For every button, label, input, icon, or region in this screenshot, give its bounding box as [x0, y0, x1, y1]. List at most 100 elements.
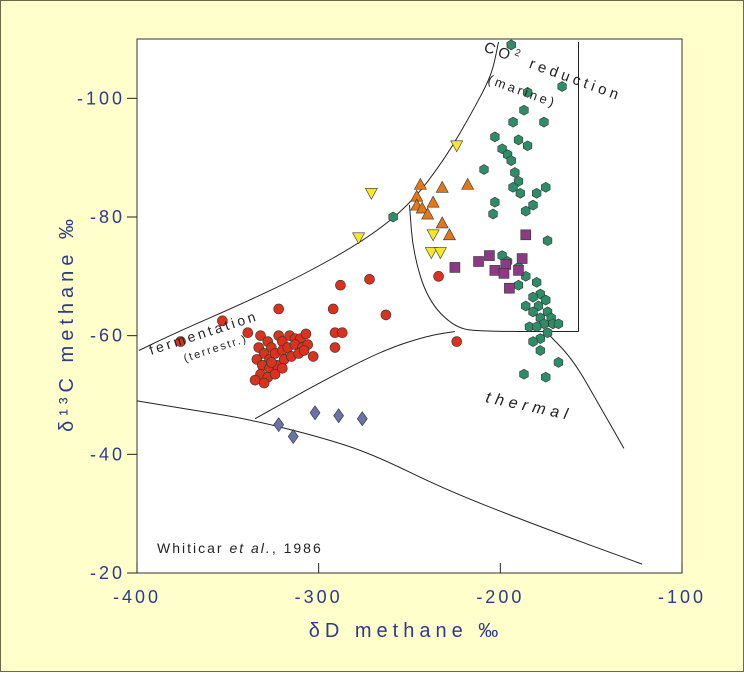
green-circle-point	[506, 155, 516, 166]
boundary-outer-lower	[136, 400, 643, 565]
red-circle-point	[364, 273, 375, 285]
red-circle-point	[258, 377, 270, 389]
plot-area	[136, 38, 683, 574]
red-circle-point	[327, 303, 339, 315]
orange-triangle-up-point	[461, 177, 475, 190]
y-tick-label: -80	[90, 207, 125, 227]
red-circle-point	[269, 368, 281, 380]
red-circle-point	[380, 309, 392, 321]
purple-square-point	[500, 259, 512, 270]
purple-square-point	[484, 250, 495, 261]
green-circle-point	[553, 318, 564, 330]
green-circle-point	[553, 357, 564, 368]
green-circle-point	[510, 167, 520, 178]
green-circle-point	[513, 279, 524, 291]
green-circle-point	[506, 39, 516, 51]
green-circle-point	[541, 371, 551, 383]
yellow-triangle-down-point	[364, 187, 378, 200]
green-circle-point	[535, 345, 545, 356]
red-circle-point	[329, 342, 341, 353]
yellow-triangle-down-point	[450, 140, 464, 153]
red-circle-point	[336, 327, 348, 339]
green-circle-point	[542, 235, 553, 247]
y-tick-label: -100	[77, 88, 125, 108]
blue-diamond-point	[273, 417, 285, 433]
red-circle-point	[249, 374, 261, 386]
purple-square-point	[489, 265, 501, 276]
red-circle-point	[433, 271, 444, 282]
purple-square-point	[504, 282, 515, 294]
red-circle-point	[255, 330, 266, 341]
orange-triangle-up-point	[435, 180, 449, 193]
axis-ticks: -400 -300 -200 -100 -100 -80 -60 -40 -20	[77, 88, 706, 607]
x-tick-label: -200	[476, 587, 524, 607]
red-circle-point	[300, 328, 312, 340]
green-circle-point	[528, 336, 538, 347]
orange-triangle-up-point	[426, 195, 440, 208]
green-circle-point	[519, 368, 529, 380]
y-tick-label: -60	[90, 326, 125, 346]
green-circle-point	[519, 104, 529, 116]
green-circle-point	[490, 196, 500, 208]
orange-triangle-up-point	[421, 207, 435, 220]
red-circle-point	[175, 336, 186, 347]
green-circle-point	[388, 211, 398, 223]
green-circle-point	[513, 134, 524, 146]
yellow-triangle-down-point	[433, 247, 447, 260]
green-circle-point	[557, 81, 567, 92]
green-circle-point	[539, 116, 549, 128]
orange-triangle-up-point	[435, 216, 449, 229]
y-tick-label: -20	[90, 563, 125, 583]
purple-square-point	[498, 268, 510, 279]
y-axis-title: δ¹³C methane ‰	[56, 214, 78, 432]
data-points	[175, 39, 567, 445]
green-circle-point	[535, 333, 545, 344]
red-circle-point	[273, 303, 285, 315]
green-circle-point	[535, 288, 545, 300]
blue-diamond-point	[356, 411, 368, 427]
blue-diamond-point	[333, 408, 345, 424]
green-circle-point	[522, 140, 533, 152]
red-circle-point	[451, 336, 463, 347]
green-circle-point	[490, 131, 500, 143]
red-circle-point	[335, 279, 346, 291]
yellow-triangle-down-point	[424, 247, 438, 260]
orange-triangle-up-point	[442, 228, 456, 241]
y-tick-label: -40	[90, 444, 125, 464]
green-circle-point	[522, 87, 533, 98]
region-boundaries	[136, 41, 643, 565]
green-circle-point	[508, 181, 518, 193]
green-circle-point	[531, 276, 542, 288]
green-circle-point	[521, 205, 531, 217]
green-circle-point	[541, 294, 551, 306]
x-tick-label: -100	[658, 587, 706, 607]
green-circle-point	[528, 306, 538, 318]
orange-triangle-up-point	[413, 177, 427, 190]
purple-square-point	[516, 253, 528, 264]
green-circle-point	[528, 199, 538, 211]
yellow-triangle-down-point	[426, 229, 440, 242]
x-axis-title: δD methane ‰	[309, 620, 504, 642]
boundary-thermal-separator-inner	[409, 205, 579, 332]
green-circle-point	[531, 321, 542, 333]
red-circle-point	[307, 351, 319, 362]
green-circle-point	[531, 187, 542, 199]
red-circle-point	[266, 357, 277, 368]
orange-triangle-up-point	[415, 201, 429, 214]
red-circle-point	[298, 345, 310, 356]
green-circle-point	[539, 318, 549, 330]
purple-square-point	[449, 262, 461, 273]
purple-square-point	[473, 256, 484, 267]
green-circle-point	[479, 164, 489, 175]
citation-label: Whiticar et al., 1986	[157, 540, 323, 556]
x-tick-label: -400	[113, 587, 161, 607]
green-circle-point	[542, 327, 553, 339]
purple-square-point	[513, 265, 524, 276]
green-circle-point	[488, 208, 498, 220]
blue-diamond-point	[287, 429, 299, 445]
red-circle-point	[242, 327, 254, 339]
x-tick-label: -300	[295, 587, 343, 607]
green-circle-point	[515, 187, 525, 199]
